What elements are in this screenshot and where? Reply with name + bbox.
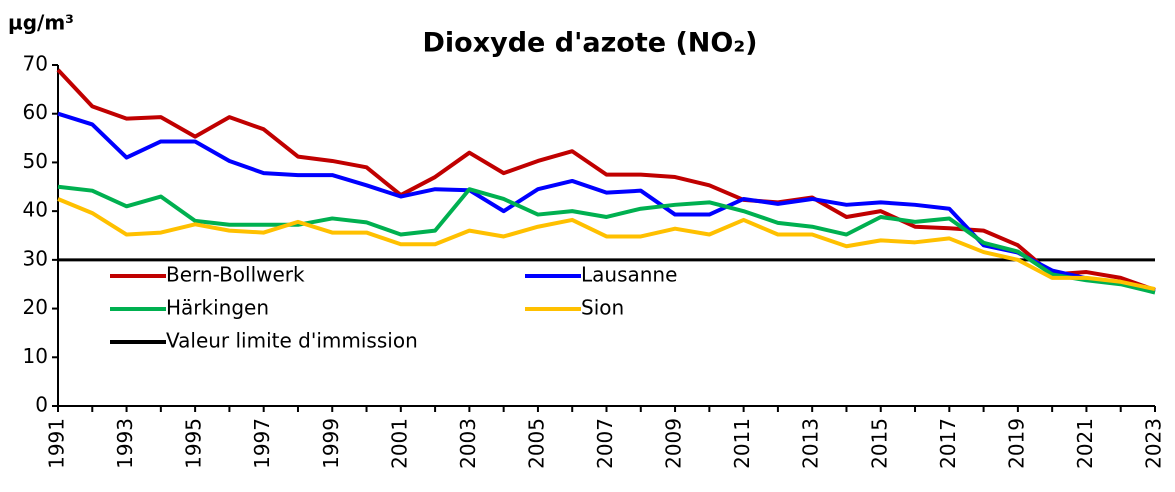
x-tick-label: 1991 [45,418,69,469]
legend-label: Härkingen [166,296,269,320]
x-tick-label: 2009 [662,418,686,469]
x-tick-label: 2013 [799,418,823,469]
y-tick-label: 0 [35,393,48,417]
x-tick-label: 2007 [593,418,617,469]
x-tick-label: 2011 [730,418,754,469]
x-tick-label: 1997 [250,418,274,469]
series-line [56,68,1156,292]
y-tick-label: 20 [23,295,48,319]
x-tick-label: 2001 [387,418,411,469]
x-tick-label: 1999 [319,418,343,469]
x-tick-label: 2017 [936,418,960,469]
y-tick-label: 40 [23,198,48,222]
y-axis-label: µg/m³ [8,11,74,35]
series-line [57,197,1156,292]
legend-label: Lausanne [581,263,677,287]
y-tick-label: 60 [23,100,48,124]
chart-title: Dioxyde d'azote (NO₂) [422,28,757,59]
y-tick-label: 10 [23,344,48,368]
series-line [57,184,1156,295]
x-tick-label: 1995 [182,418,206,469]
legend-label: Valeur limite d'immission [166,329,418,353]
x-tick-label: 2015 [867,418,891,469]
x-tick-label: 2023 [1142,418,1166,469]
x-tick-label: 2005 [524,418,548,469]
x-tick-label: 2021 [1073,418,1097,469]
x-tick-label: 2003 [456,418,480,469]
y-tick-label: 50 [23,149,48,173]
legend-label: Bern-Bollwerk [166,263,305,287]
x-tick-label: 2019 [1004,418,1028,469]
legend-label: Sion [581,296,624,320]
y-tick-label: 30 [23,246,48,270]
y-tick-label: 70 [23,52,48,76]
x-tick-label: 1993 [113,418,137,469]
